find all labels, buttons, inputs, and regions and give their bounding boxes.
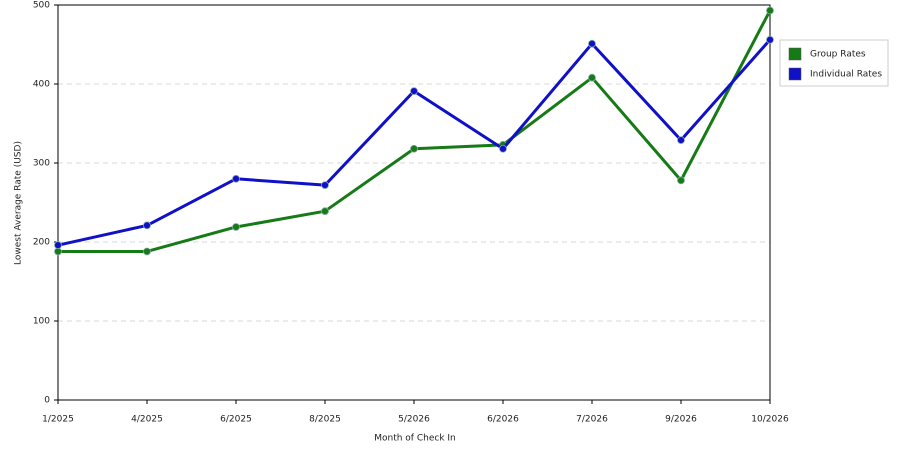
data-point: [766, 35, 774, 44]
legend-label: Group Rates: [810, 50, 866, 60]
x-tick-label: 6/2025: [220, 415, 252, 425]
data-point: [766, 6, 774, 15]
data-point: [677, 176, 685, 185]
data-point: [588, 39, 596, 48]
y-tick-label: 500: [33, 1, 50, 11]
series-line: [57, 38, 772, 247]
data-point: [410, 87, 418, 96]
legend-swatch: [788, 47, 802, 61]
y-tick-label: 300: [33, 159, 50, 169]
y-tick-label: 200: [33, 238, 50, 248]
data-point: [677, 136, 685, 144]
data-point: [321, 181, 329, 190]
x-tick-label: 7/2026: [576, 415, 608, 425]
data-point: [143, 247, 151, 256]
data-point: [54, 241, 62, 250]
x-tick-label: 6/2026: [487, 415, 519, 425]
x-tick-label: 4/2025: [131, 415, 163, 425]
data-point: [588, 73, 596, 82]
data-point: [499, 144, 507, 153]
data-point: [321, 207, 329, 216]
data-point: [410, 144, 418, 153]
legend-label: Individual Rates: [810, 70, 882, 80]
y-axis-label: Lowest Average Rate (USD): [14, 141, 24, 265]
data-point: [143, 221, 151, 230]
y-tick-label: 400: [33, 80, 50, 90]
x-tick-label: 10/2026: [751, 415, 789, 425]
data-point: [232, 223, 240, 231]
y-tick-label: 100: [33, 317, 50, 327]
x-axis-label: Month of Check In: [374, 434, 456, 444]
legend-swatch: [788, 67, 802, 81]
data-point: [232, 174, 240, 183]
x-tick-label: 9/2026: [665, 415, 697, 425]
x-tick-label: 5/2026: [398, 415, 430, 425]
y-tick-label: 0: [44, 396, 50, 406]
x-tick-label: 8/2025: [309, 415, 341, 425]
plot-frame: [57, 4, 771, 401]
x-tick-label: 1/2025: [42, 415, 74, 425]
